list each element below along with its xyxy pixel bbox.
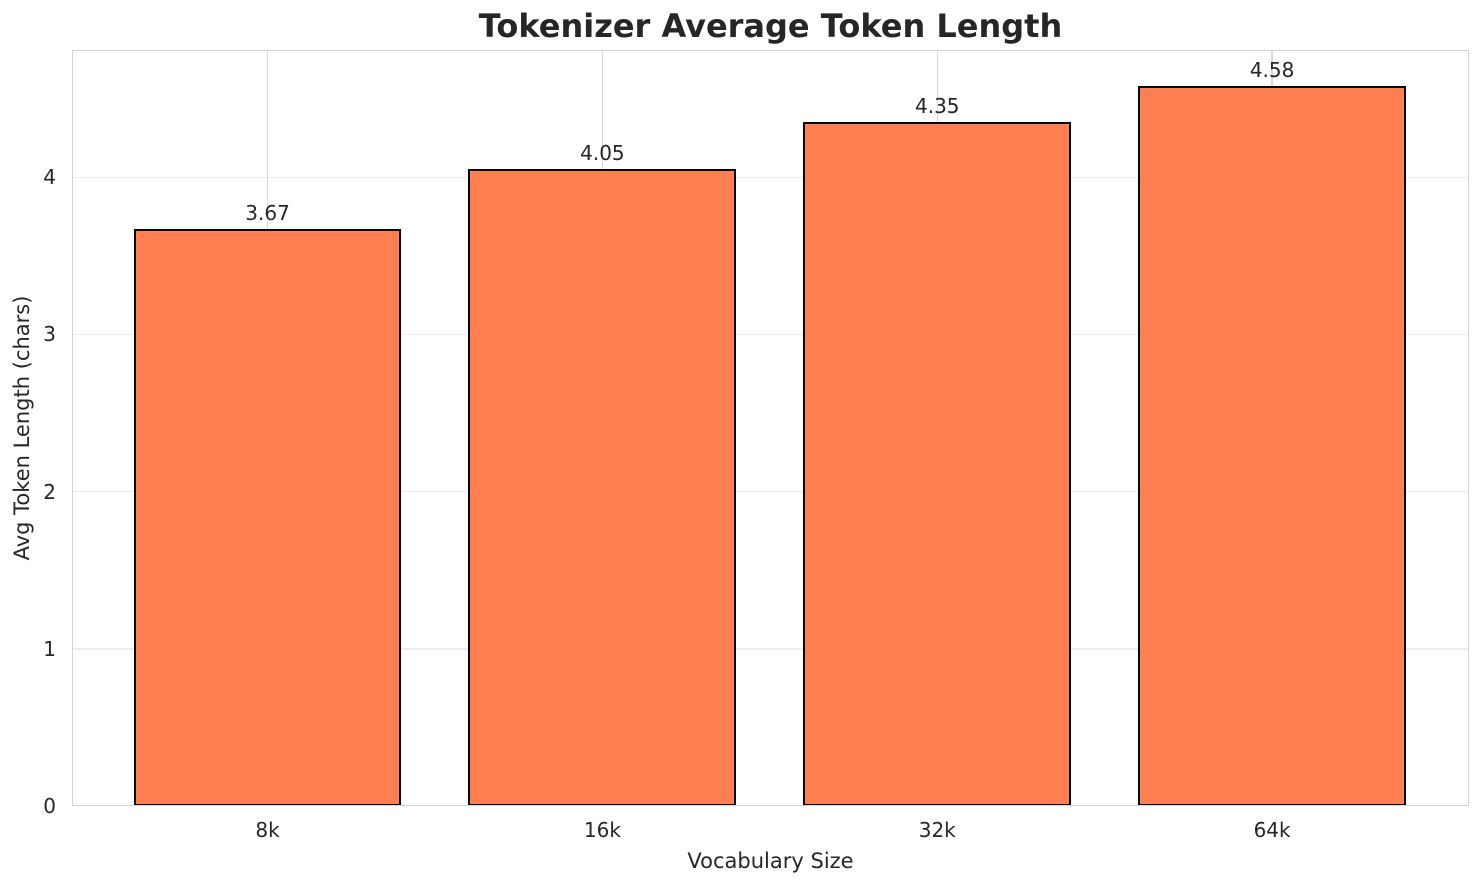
y-tick-label: 2 <box>43 479 56 504</box>
y-tick-label: 1 <box>43 636 56 661</box>
gridline-horizontal <box>72 333 1469 336</box>
bar-16k <box>468 169 737 806</box>
bar-value-label: 4.58 <box>1249 58 1295 83</box>
bar-value-label: 3.67 <box>245 201 290 226</box>
y-tick-label: 3 <box>43 322 56 347</box>
x-axis-label: Vocabulary Size <box>687 849 854 873</box>
y-tick-label: 0 <box>43 794 56 818</box>
bar-8k <box>133 229 402 806</box>
bar-value-label: 4.35 <box>914 94 960 119</box>
bar-64k <box>1138 86 1407 806</box>
gridline-horizontal <box>72 490 1469 493</box>
x-tick-label: 8k <box>255 818 280 842</box>
bar-32k <box>803 122 1072 806</box>
gridline-horizontal <box>72 176 1469 179</box>
gridline-horizontal <box>72 648 1469 650</box>
plot-area: 3.67 4.05 4.35 4.58 <box>72 50 1469 806</box>
bar-value-label: 4.05 <box>580 141 625 166</box>
y-tick-label: 4 <box>43 165 56 190</box>
x-tick-label: 64k <box>1253 818 1291 842</box>
chart-title: Tokenizer Average Token Length <box>478 7 1063 45</box>
x-tick-label: 32k <box>918 818 956 842</box>
x-tick-label: 16k <box>583 818 621 842</box>
